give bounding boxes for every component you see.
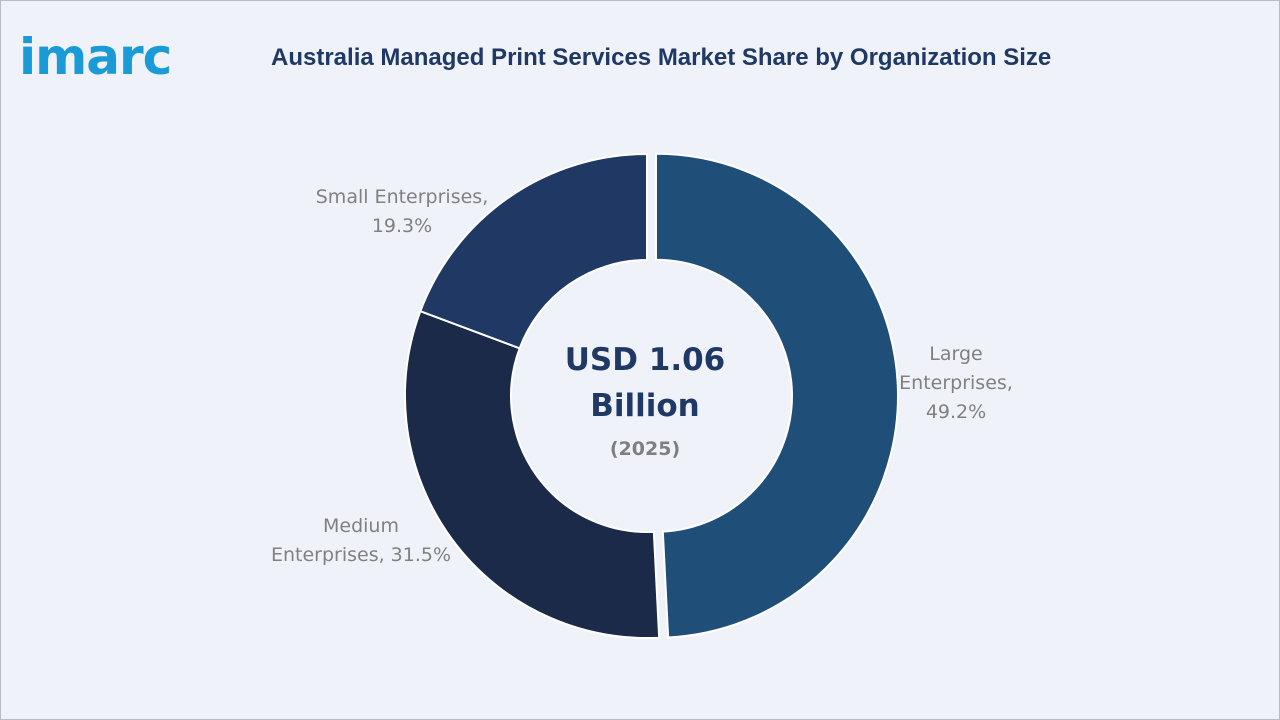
donut-center: USD 1.06 Billion (2025) xyxy=(565,342,726,460)
logo-text: imarc xyxy=(19,28,172,86)
slice-label-small-enterprises: Small Enterprises, 19.3% xyxy=(316,186,488,237)
slice-large-enterprises xyxy=(654,152,899,639)
donut-slices xyxy=(404,152,899,639)
chart-title: Australia Managed Print Services Market … xyxy=(271,44,1052,71)
center-value-line1: USD 1.06 xyxy=(565,342,726,378)
center-year: (2025) xyxy=(610,438,680,460)
center-value-line2: Billion xyxy=(590,388,700,424)
slice-label-medium-enterprises: Medium Enterprises, 31.5% xyxy=(271,515,451,566)
slice-small-enterprises xyxy=(419,152,648,350)
slice-label-large-enterprises: Large Enterprises, 49.2% xyxy=(899,343,1013,423)
slice-medium-enterprises xyxy=(404,309,661,639)
imarc-logo: imarc xyxy=(19,27,209,87)
slice-labels: Large Enterprises, 49.2% Medium Enterprises,… xyxy=(271,186,1013,566)
